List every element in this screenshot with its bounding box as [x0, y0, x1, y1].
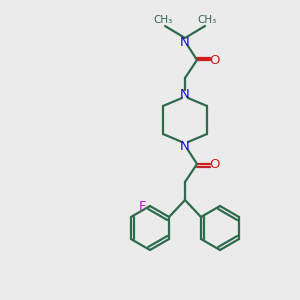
Text: O: O [210, 53, 220, 67]
Text: F: F [138, 200, 146, 212]
Text: CH₃: CH₃ [197, 15, 217, 25]
Text: N: N [180, 35, 190, 49]
Text: N: N [180, 140, 190, 152]
Text: N: N [180, 88, 190, 100]
Text: CH₃: CH₃ [153, 15, 172, 25]
Text: O: O [210, 158, 220, 170]
